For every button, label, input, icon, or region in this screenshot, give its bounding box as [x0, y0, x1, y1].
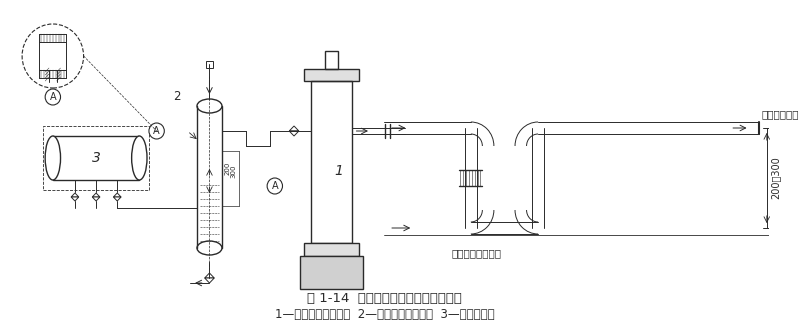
- Bar: [311, 81, 352, 243]
- Bar: [304, 69, 359, 81]
- Text: 1—立式壳管式冷凝器  2—洗涤式氨油分离器  3—高压贮液桶: 1—立式壳管式冷凝器 2—洗涤式氨油分离器 3—高压贮液桶: [274, 307, 494, 320]
- Text: 200: 200: [225, 161, 231, 175]
- Text: 3: 3: [92, 151, 101, 165]
- Text: 冷凝器出液管: 冷凝器出液管: [761, 109, 798, 119]
- Circle shape: [45, 89, 61, 105]
- Polygon shape: [205, 278, 214, 283]
- Text: A: A: [50, 92, 56, 102]
- Circle shape: [267, 178, 282, 194]
- Ellipse shape: [45, 136, 61, 180]
- Text: 200～300: 200～300: [770, 156, 781, 200]
- Text: A: A: [154, 126, 160, 136]
- Polygon shape: [114, 193, 121, 197]
- Bar: [53, 136, 139, 180]
- Bar: [325, 51, 338, 69]
- Text: 油氨分离器进液管: 油氨分离器进液管: [452, 248, 502, 258]
- Bar: [300, 256, 363, 289]
- Bar: [206, 61, 214, 68]
- Text: A: A: [271, 181, 278, 191]
- Ellipse shape: [197, 99, 222, 113]
- Text: 图 1-14  洗涤式氨油分离器安装示意图: 图 1-14 洗涤式氨油分离器安装示意图: [307, 291, 462, 304]
- Polygon shape: [71, 197, 78, 201]
- Ellipse shape: [132, 136, 147, 180]
- Polygon shape: [205, 273, 214, 278]
- Polygon shape: [92, 197, 100, 201]
- Text: 300: 300: [230, 164, 237, 178]
- Polygon shape: [92, 193, 100, 197]
- Text: 2: 2: [173, 90, 181, 102]
- Circle shape: [149, 123, 164, 139]
- Bar: [43, 126, 149, 190]
- Polygon shape: [71, 193, 78, 197]
- Text: 1: 1: [334, 164, 343, 178]
- Ellipse shape: [197, 241, 222, 255]
- Bar: [304, 243, 359, 256]
- Circle shape: [22, 24, 83, 88]
- Polygon shape: [290, 131, 299, 136]
- Polygon shape: [114, 197, 121, 201]
- Polygon shape: [290, 126, 299, 131]
